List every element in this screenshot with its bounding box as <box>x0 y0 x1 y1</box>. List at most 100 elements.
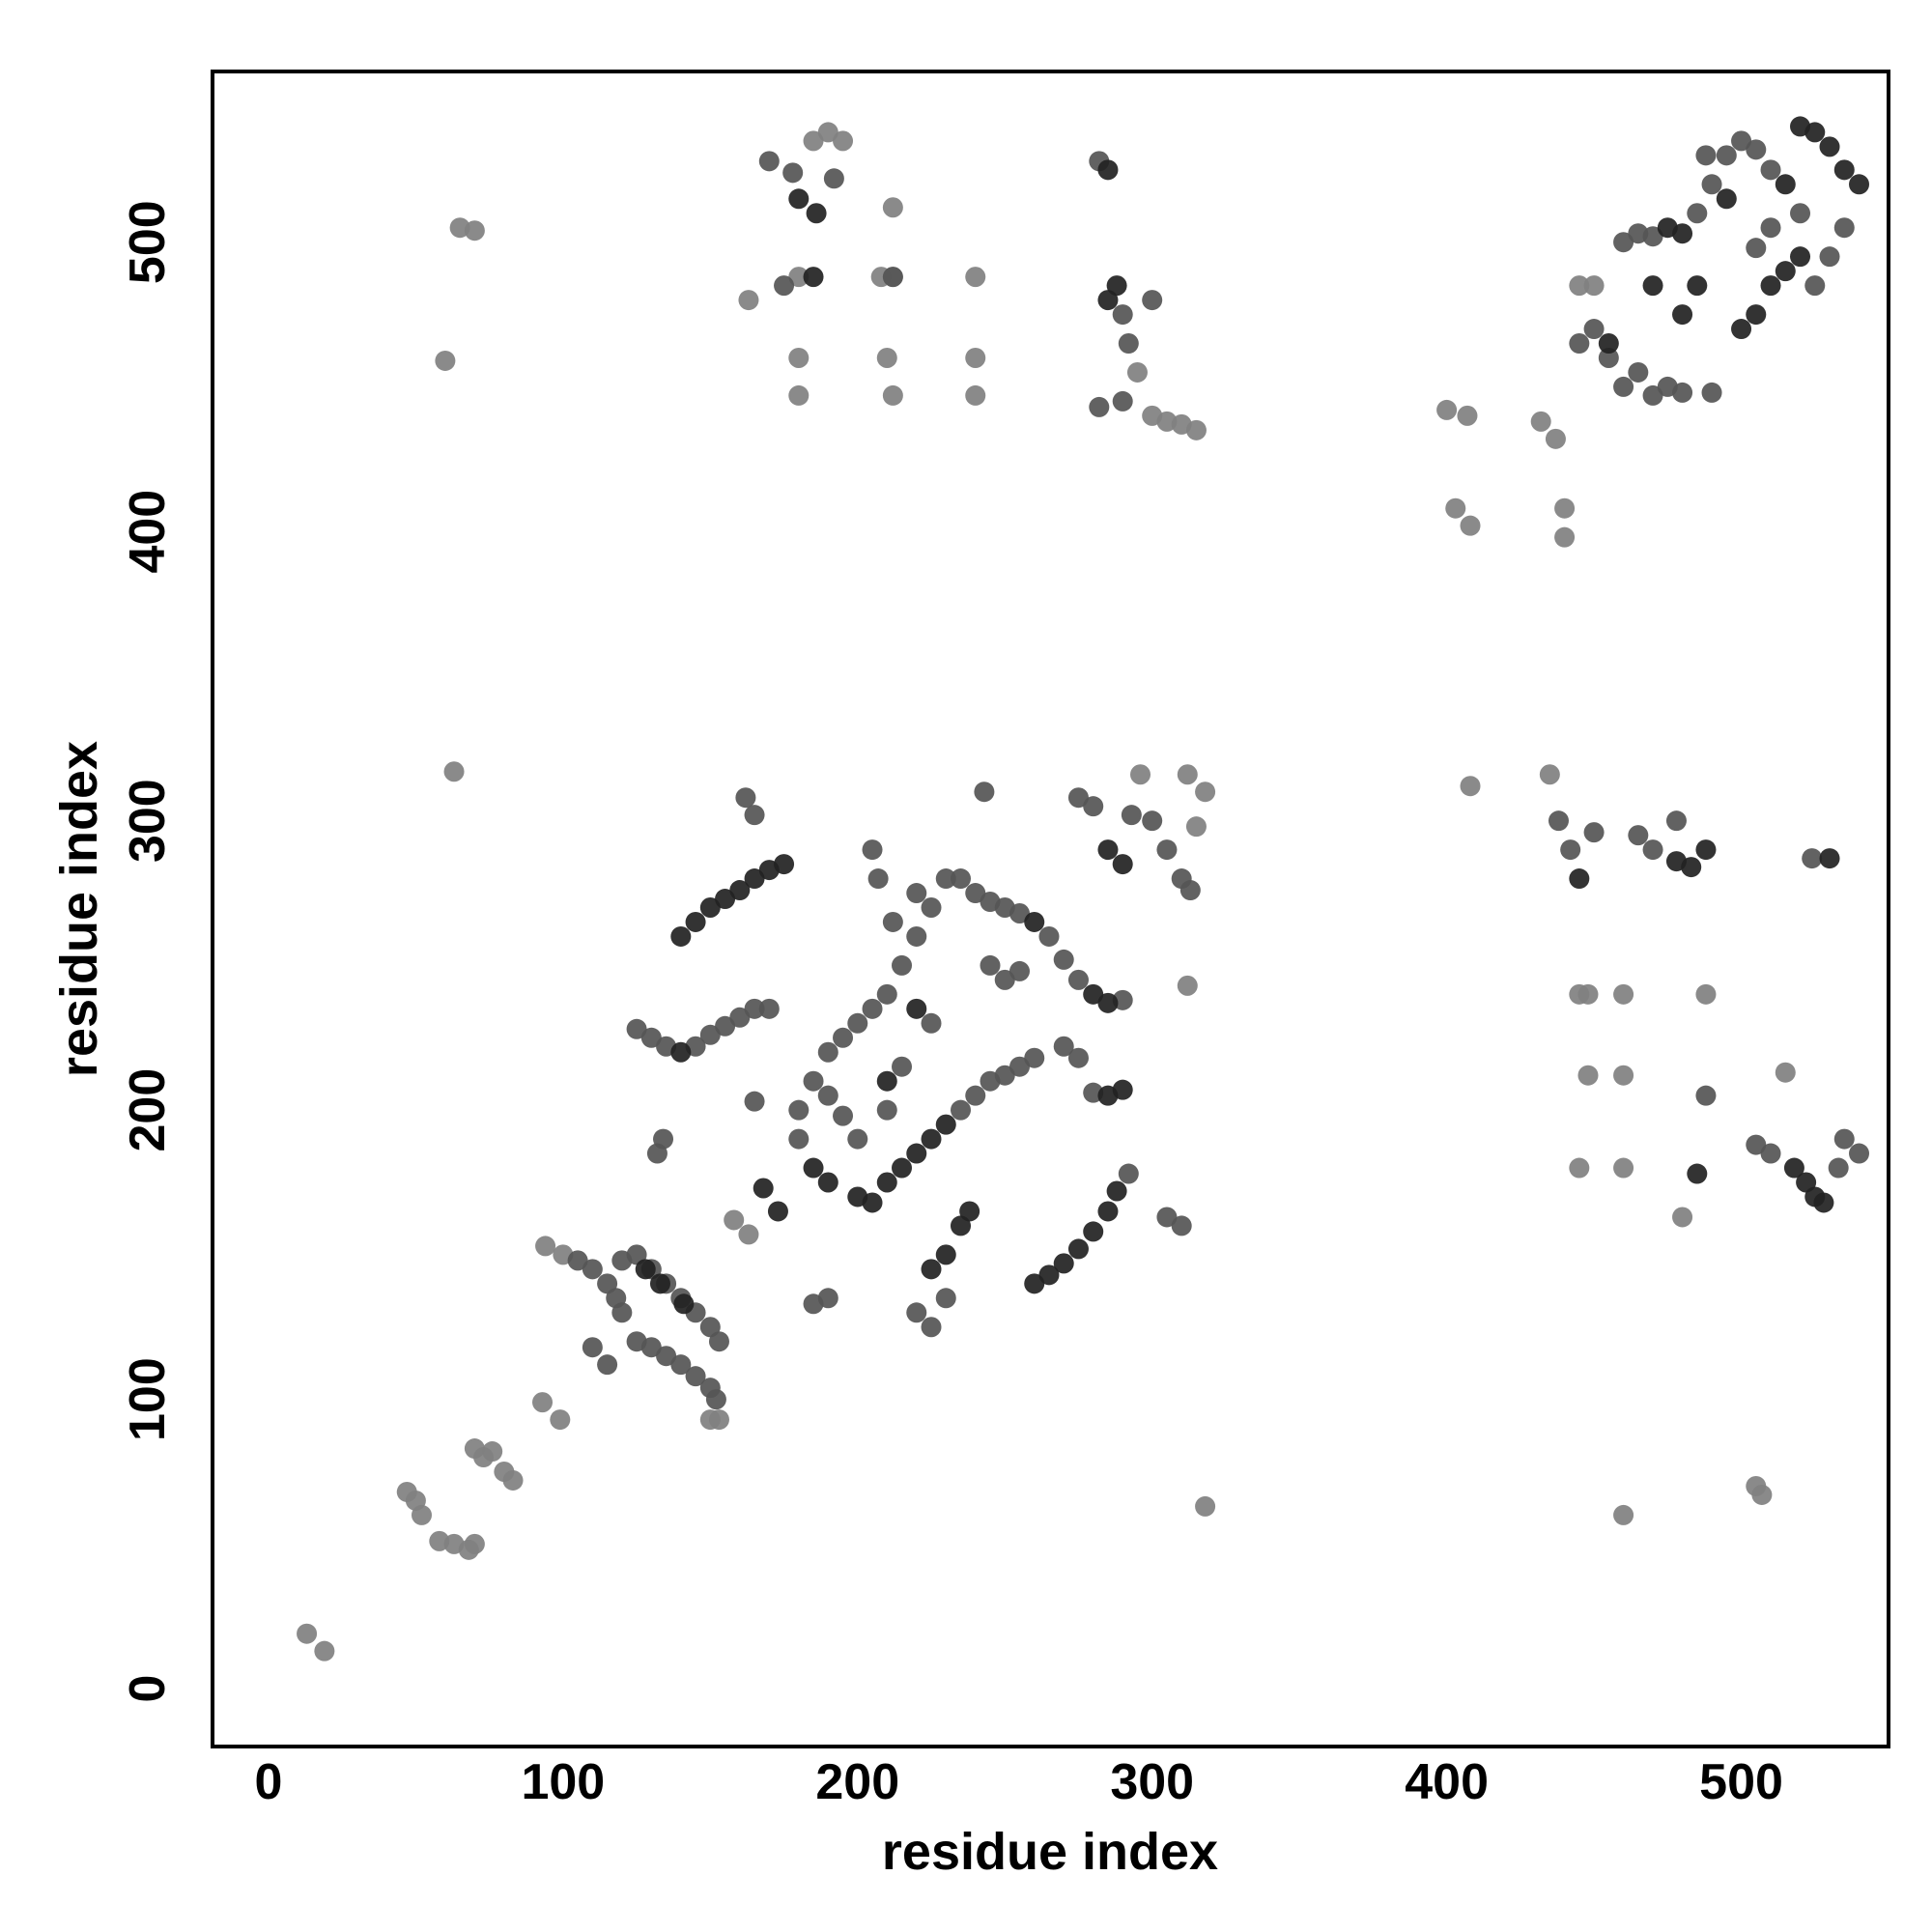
point <box>965 267 986 288</box>
point <box>1445 497 1466 519</box>
x-tick-label: 500 <box>1699 1754 1783 1810</box>
point <box>882 267 903 288</box>
point <box>882 197 903 218</box>
point <box>1695 983 1717 1005</box>
point <box>867 868 889 890</box>
point <box>1083 1221 1104 1242</box>
point <box>921 1012 942 1034</box>
point <box>1560 839 1581 861</box>
point <box>1089 396 1110 417</box>
point <box>1598 347 1619 368</box>
point <box>1156 839 1178 861</box>
point <box>1554 526 1576 548</box>
point <box>1460 515 1481 536</box>
point <box>1613 1157 1634 1179</box>
points <box>297 116 1870 1662</box>
point <box>708 1331 729 1352</box>
point <box>788 1099 810 1121</box>
point <box>656 1346 677 1367</box>
point <box>699 1024 721 1045</box>
point <box>550 1409 571 1431</box>
y-tick-label: 500 <box>120 200 176 284</box>
point <box>1195 1495 1216 1517</box>
point <box>1177 975 1198 996</box>
point <box>847 1128 868 1150</box>
point <box>1716 145 1737 166</box>
point <box>1731 130 1752 152</box>
point <box>1112 304 1133 326</box>
point <box>803 1293 824 1315</box>
point <box>699 897 721 919</box>
point <box>788 188 810 210</box>
point <box>738 1224 759 1245</box>
point <box>670 925 692 947</box>
point <box>1024 1047 1045 1068</box>
y-axis-title: residue index <box>50 741 108 1077</box>
point <box>1804 275 1826 297</box>
point <box>744 805 765 826</box>
x-tick-label: 100 <box>521 1754 605 1810</box>
point <box>862 998 883 1019</box>
point <box>685 1366 706 1387</box>
point <box>1760 217 1781 239</box>
point <box>935 1114 956 1135</box>
point <box>1613 983 1634 1005</box>
point <box>906 1302 927 1323</box>
point <box>965 883 986 904</box>
point <box>1569 868 1590 890</box>
point <box>1583 822 1605 843</box>
point <box>965 347 986 368</box>
point <box>411 1504 432 1525</box>
point <box>1024 911 1045 932</box>
point <box>626 1018 647 1039</box>
point <box>753 1178 774 1199</box>
point <box>1009 1056 1030 1077</box>
point <box>1775 1062 1796 1083</box>
y-tick-label: 200 <box>120 1068 176 1152</box>
point <box>1746 139 1767 160</box>
point <box>1185 419 1207 440</box>
point <box>1828 1157 1849 1179</box>
point <box>817 1041 838 1063</box>
point <box>1642 226 1663 247</box>
point <box>965 384 986 406</box>
point <box>1701 174 1722 195</box>
point <box>892 1157 913 1179</box>
x-tick-label: 0 <box>254 1754 282 1810</box>
point <box>788 347 810 368</box>
point <box>803 130 824 152</box>
point <box>1038 1264 1060 1286</box>
point <box>876 347 897 368</box>
point <box>502 1469 524 1491</box>
point <box>1695 1085 1717 1106</box>
point <box>685 911 706 932</box>
point <box>876 1070 897 1092</box>
point <box>1053 1036 1074 1057</box>
point <box>744 868 765 890</box>
point <box>1802 848 1823 869</box>
point <box>1613 376 1634 397</box>
point <box>640 1027 662 1048</box>
point <box>1083 983 1104 1005</box>
point <box>611 1302 633 1323</box>
point <box>1672 223 1693 244</box>
point <box>1642 275 1663 297</box>
point <box>1179 880 1201 901</box>
point <box>788 267 810 288</box>
point <box>833 1105 854 1126</box>
point <box>806 203 827 224</box>
point <box>1819 848 1840 869</box>
point <box>670 1354 692 1376</box>
point <box>1760 159 1781 181</box>
point <box>1130 764 1151 785</box>
point <box>847 1012 868 1034</box>
point <box>950 1099 971 1121</box>
point <box>1687 275 1708 297</box>
point <box>1177 764 1198 785</box>
point <box>1613 1065 1634 1086</box>
point <box>803 1070 824 1092</box>
point <box>1106 275 1127 297</box>
x-tick-label: 400 <box>1405 1754 1489 1810</box>
point <box>1833 217 1855 239</box>
point <box>1819 246 1840 268</box>
